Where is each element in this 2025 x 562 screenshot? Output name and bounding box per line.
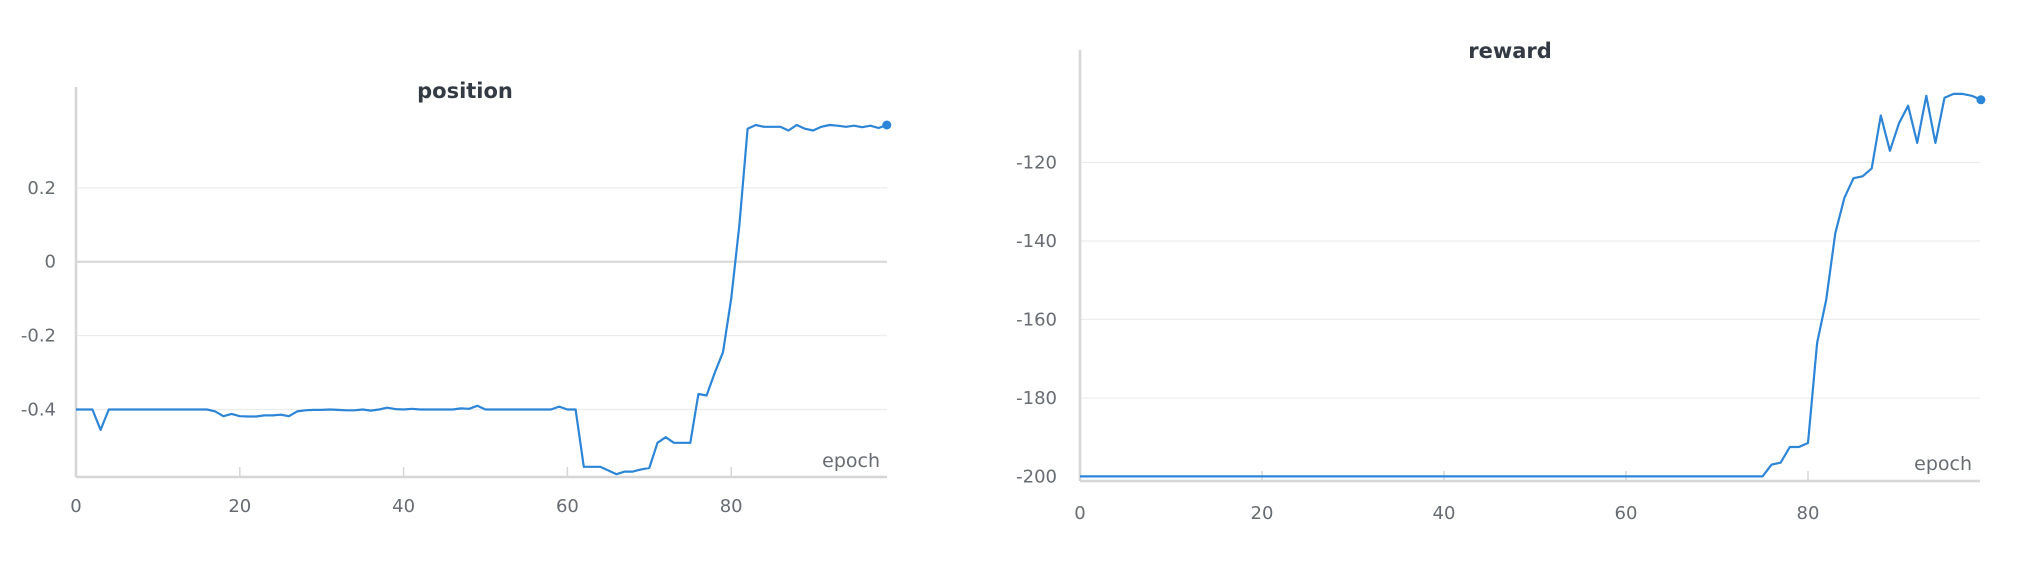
x-tick-label: 0 (1074, 503, 1085, 524)
x-axis-label: epoch (1914, 453, 1972, 475)
x-tick-label: 60 (1615, 503, 1638, 524)
x-tick-label: 40 (1433, 503, 1456, 524)
position-chart: position epoch 0.2 0 -0.2 -0.4 0 20 40 60 80 (21, 79, 892, 517)
reward-chart: reward epoch -120 -140 -160 -180 -200 0 20 40 60… (1016, 39, 1986, 524)
x-tick-label: 0 (70, 496, 81, 517)
y-tick-label: -120 (1016, 153, 1057, 174)
chart-title: position (417, 79, 513, 103)
x-tick-label: 20 (1251, 503, 1274, 524)
y-tick-label: -180 (1016, 388, 1057, 409)
last-point-marker (1976, 95, 1986, 105)
y-tick-label: -0.2 (21, 326, 56, 347)
last-point-marker (882, 120, 892, 130)
series-line-position (76, 123, 888, 476)
y-tick-label: -160 (1016, 309, 1057, 330)
y-tick-label: -200 (1016, 466, 1057, 487)
x-axis-label: epoch (822, 450, 880, 472)
x-tick-label: 20 (228, 496, 251, 517)
x-tick-label: 40 (392, 496, 415, 517)
x-tick-label: 80 (720, 496, 743, 517)
x-tick-label: 60 (556, 496, 579, 517)
y-tick-label: 0 (45, 252, 56, 273)
series-line-reward (1080, 92, 1982, 478)
y-tick-label: -140 (1016, 231, 1057, 252)
chart-title: reward (1468, 39, 1552, 63)
y-tick-label: 0.2 (27, 178, 56, 199)
y-tick-label: -0.4 (21, 400, 56, 421)
x-tick-label: 80 (1797, 503, 1820, 524)
